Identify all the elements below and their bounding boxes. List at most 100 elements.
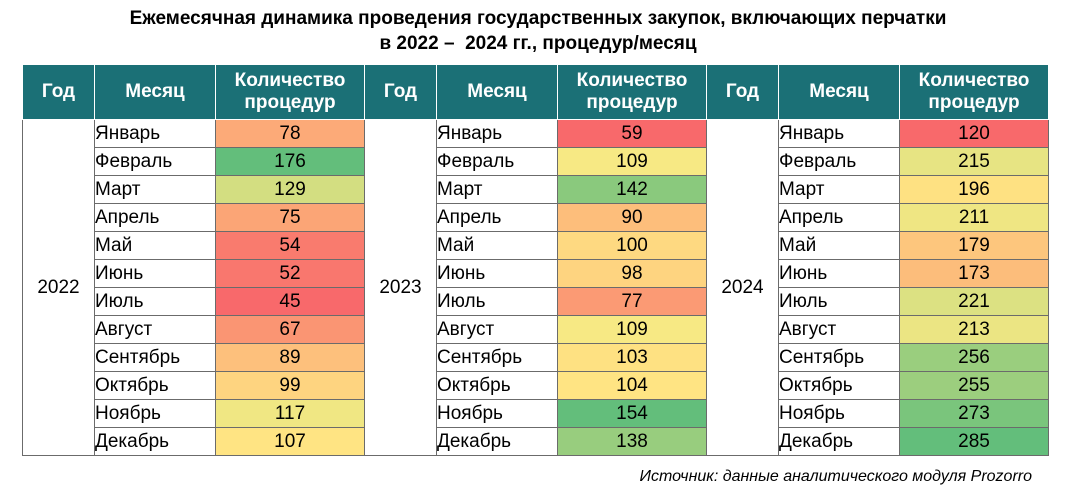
- header-year: Год: [22, 64, 95, 120]
- count-cell: 176: [215, 147, 365, 176]
- table-row: Февраль 176 Февраль 109 Февраль 215: [23, 147, 1049, 176]
- count-cell: 256: [899, 343, 1049, 372]
- month-cell: Сентябрь: [436, 343, 558, 372]
- count-cell: 142: [557, 175, 707, 204]
- year-cell: 2024: [706, 119, 779, 456]
- count-cell: 255: [899, 371, 1049, 400]
- count-cell: 109: [557, 147, 707, 176]
- header-row: Год Месяц Количество процедур Год Месяц …: [22, 64, 1049, 120]
- count-cell: 54: [215, 231, 365, 260]
- header-year: Год: [364, 64, 437, 120]
- table-row: Апрель 75 Апрель 90 Апрель 211: [23, 203, 1049, 232]
- count-cell: 213: [899, 315, 1049, 344]
- month-cell: Февраль: [778, 147, 900, 176]
- header-month: Месяц: [94, 64, 216, 120]
- month-cell: Октябрь: [436, 371, 558, 400]
- month-cell: Февраль: [94, 147, 216, 176]
- header-count: Количество процедур: [215, 64, 365, 120]
- month-cell: Июль: [94, 287, 216, 316]
- header-count: Количество процедур: [557, 64, 707, 120]
- count-cell: 52: [215, 259, 365, 288]
- count-cell: 120: [899, 119, 1049, 148]
- count-cell: 107: [215, 427, 365, 456]
- month-cell: Июль: [436, 287, 558, 316]
- count-cell: 67: [215, 315, 365, 344]
- table-row: 2022 Январь 78 2023 Январь 59 2024 Январь 120: [22, 119, 1049, 456]
- table-row: Май 54 Май 100 Май 179: [23, 231, 1049, 260]
- count-cell: 211: [899, 203, 1049, 232]
- count-cell: 138: [557, 427, 707, 456]
- count-cell: 100: [557, 231, 707, 260]
- table-row: Июнь 52 Июнь 98 Июнь 173: [23, 259, 1049, 288]
- chart-title: Ежемесячная динамика проведения государс…: [0, 6, 1076, 56]
- month-cell: Июль: [778, 287, 900, 316]
- count-cell: 104: [557, 371, 707, 400]
- month-cell: Декабрь: [436, 427, 558, 456]
- month-cell: Январь: [436, 119, 558, 148]
- month-cell: Июнь: [778, 259, 900, 288]
- table-row: Июль 45 Июль 77 Июль 221: [23, 287, 1049, 316]
- count-cell: 90: [557, 203, 707, 232]
- count-cell: 45: [215, 287, 365, 316]
- table-body: 2022 Январь 78 2023 Январь 59 2024 Январь 120 Фев…: [22, 119, 1049, 456]
- table-row: Ноябрь 117 Ноябрь 154 Ноябрь 273: [23, 399, 1049, 428]
- month-cell: Февраль: [436, 147, 558, 176]
- count-cell: 273: [899, 399, 1049, 428]
- month-cell: Апрель: [436, 203, 558, 232]
- header-month: Месяц: [436, 64, 558, 120]
- header-count: Количество процедур: [899, 64, 1049, 120]
- table-row: Август 67 Август 109 Август 213: [23, 315, 1049, 344]
- month-cell: Июнь: [94, 259, 216, 288]
- procedures-table: Год Месяц Количество процедур Год Месяц …: [22, 64, 1049, 456]
- month-cell: Декабрь: [778, 427, 900, 456]
- month-cell: Август: [94, 315, 216, 344]
- count-cell: 117: [215, 399, 365, 428]
- month-cell: Май: [778, 231, 900, 260]
- count-cell: 285: [899, 427, 1049, 456]
- table-row: Декабрь 107 Декабрь 138 Декабрь 285: [23, 427, 1049, 456]
- month-cell: Ноябрь: [778, 399, 900, 428]
- month-cell: Август: [778, 315, 900, 344]
- chart-title-line-1: Ежемесячная динамика проведения государс…: [129, 8, 947, 29]
- month-cell: Май: [94, 231, 216, 260]
- header-year: Год: [706, 64, 779, 120]
- table-row: Октябрь 99 Октябрь 104 Октябрь 255: [23, 371, 1049, 400]
- month-cell: Ноябрь: [94, 399, 216, 428]
- count-cell: 75: [215, 203, 365, 232]
- count-cell: 59: [557, 119, 707, 148]
- table-row: Сентябрь 89 Сентябрь 103 Сентябрь 256: [23, 343, 1049, 372]
- count-cell: 179: [899, 231, 1049, 260]
- month-cell: Апрель: [778, 203, 900, 232]
- month-cell: Март: [778, 175, 900, 204]
- month-cell: Июнь: [436, 259, 558, 288]
- count-cell: 77: [557, 287, 707, 316]
- month-cell: Октябрь: [94, 371, 216, 400]
- count-cell: 109: [557, 315, 707, 344]
- month-cell: Январь: [778, 119, 900, 148]
- count-cell: 173: [899, 259, 1049, 288]
- month-cell: Май: [436, 231, 558, 260]
- count-cell: 103: [557, 343, 707, 372]
- month-cell: Март: [94, 175, 216, 204]
- month-cell: Январь: [94, 119, 216, 148]
- year-cell: 2023: [364, 119, 437, 456]
- month-cell: Август: [436, 315, 558, 344]
- count-cell: 98: [557, 259, 707, 288]
- count-cell: 129: [215, 175, 365, 204]
- count-cell: 215: [899, 147, 1049, 176]
- source-note: Источник: данные аналитического модуля P…: [639, 468, 1032, 485]
- count-cell: 78: [215, 119, 365, 148]
- chart-title-line-2: в 2022 – 2024 гг., процедур/месяц: [379, 33, 697, 54]
- month-cell: Март: [436, 175, 558, 204]
- month-cell: Сентябрь: [94, 343, 216, 372]
- month-cell: Сентябрь: [778, 343, 900, 372]
- header-month: Месяц: [778, 64, 900, 120]
- month-cell: Ноябрь: [436, 399, 558, 428]
- month-cell: Декабрь: [94, 427, 216, 456]
- month-cell: Октябрь: [778, 371, 900, 400]
- count-cell: 221: [899, 287, 1049, 316]
- count-cell: 99: [215, 371, 365, 400]
- month-cell: Апрель: [94, 203, 216, 232]
- year-cell: 2022: [22, 119, 95, 456]
- table-row: Март 129 Март 142 Март 196: [23, 175, 1049, 204]
